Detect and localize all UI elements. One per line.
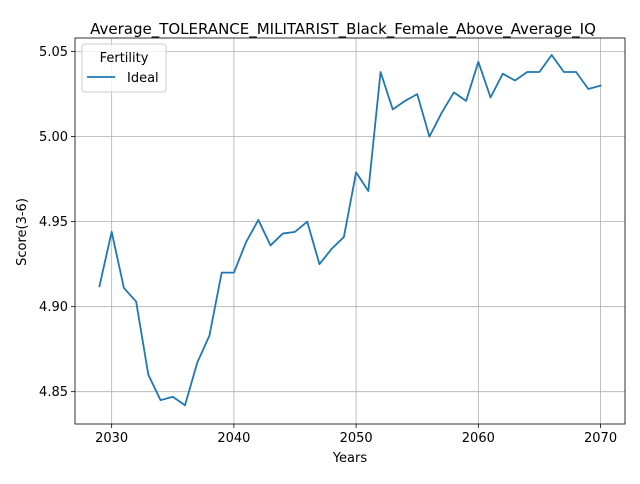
grid xyxy=(75,38,625,424)
y-axis-ticks: 4.85 4.90 4.95 5.00 5.05 xyxy=(39,45,75,400)
x-tick-label: 2050 xyxy=(340,431,373,446)
legend: Fertility Ideal xyxy=(81,43,167,93)
x-axis-ticks: 2030 2040 2050 2060 2070 xyxy=(95,424,617,446)
y-tick-label: 4.90 xyxy=(39,300,68,315)
x-tick-label: 2040 xyxy=(217,431,250,446)
x-axis-label: Years xyxy=(332,451,368,466)
x-tick-label: 2030 xyxy=(95,431,128,446)
legend-box xyxy=(81,43,167,93)
y-tick-label: 4.95 xyxy=(39,215,68,230)
y-tick-label: 5.05 xyxy=(39,45,68,60)
plot-frame xyxy=(74,37,626,425)
y-tick-label: 5.00 xyxy=(39,130,68,145)
y-axis-label: Score(3-6) xyxy=(15,198,30,266)
legend-label-ideal: Ideal xyxy=(127,71,159,86)
series-line-ideal xyxy=(98,54,602,407)
y-tick-label: 4.85 xyxy=(39,385,68,400)
legend-title: Fertility xyxy=(100,51,149,66)
x-tick-label: 2070 xyxy=(584,431,617,446)
x-tick-label: 2060 xyxy=(462,431,495,446)
chart-title: Average_TOLERANCE_MILITARIST_Black_Femal… xyxy=(90,20,596,39)
series-layer xyxy=(98,54,602,407)
